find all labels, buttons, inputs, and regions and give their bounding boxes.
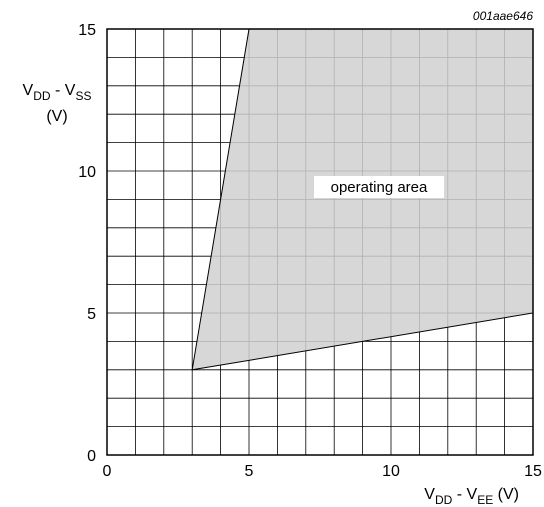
x-axis-title-unit: (V)	[493, 486, 519, 503]
x-tick-label: 0	[103, 463, 112, 480]
y-tick-label: 0	[87, 448, 96, 465]
y-axis-title-main: V	[23, 82, 34, 99]
y-tick-label: 15	[78, 22, 96, 39]
y-axis-unit: (V)	[46, 108, 67, 125]
figure-id: 001aae646	[473, 9, 533, 23]
operating-area-label: operating area	[331, 179, 428, 196]
x-axis-title-sub2: EE	[477, 493, 493, 507]
y-tick-label: 10	[78, 164, 96, 181]
y-axis-title-sub2: SS	[75, 89, 91, 103]
y-axis-title-sub1: DD	[33, 89, 51, 103]
plot-frame	[106, 28, 534, 456]
x-axis-title-main: V	[424, 486, 435, 503]
x-axis-title-middle: - V	[452, 486, 477, 503]
y-tick-label: 5	[87, 306, 96, 323]
x-tick-label: 10	[382, 463, 400, 480]
operating-area-label-bg	[314, 176, 444, 198]
x-tick-label: 15	[524, 463, 542, 480]
y-axis-title: VDD - VSS	[23, 82, 92, 103]
y-axis-title-middle: - V	[51, 82, 76, 99]
x-axis-title-sub1: DD	[435, 493, 453, 507]
x-tick-labels: 0 5 10 15	[103, 463, 542, 480]
x-tick-label: 5	[245, 463, 254, 480]
operating-area-region	[191, 28, 534, 371]
x-axis-title: VDD - VEE (V)	[424, 486, 519, 507]
y-tick-labels: 0 5 10 15	[78, 22, 96, 465]
